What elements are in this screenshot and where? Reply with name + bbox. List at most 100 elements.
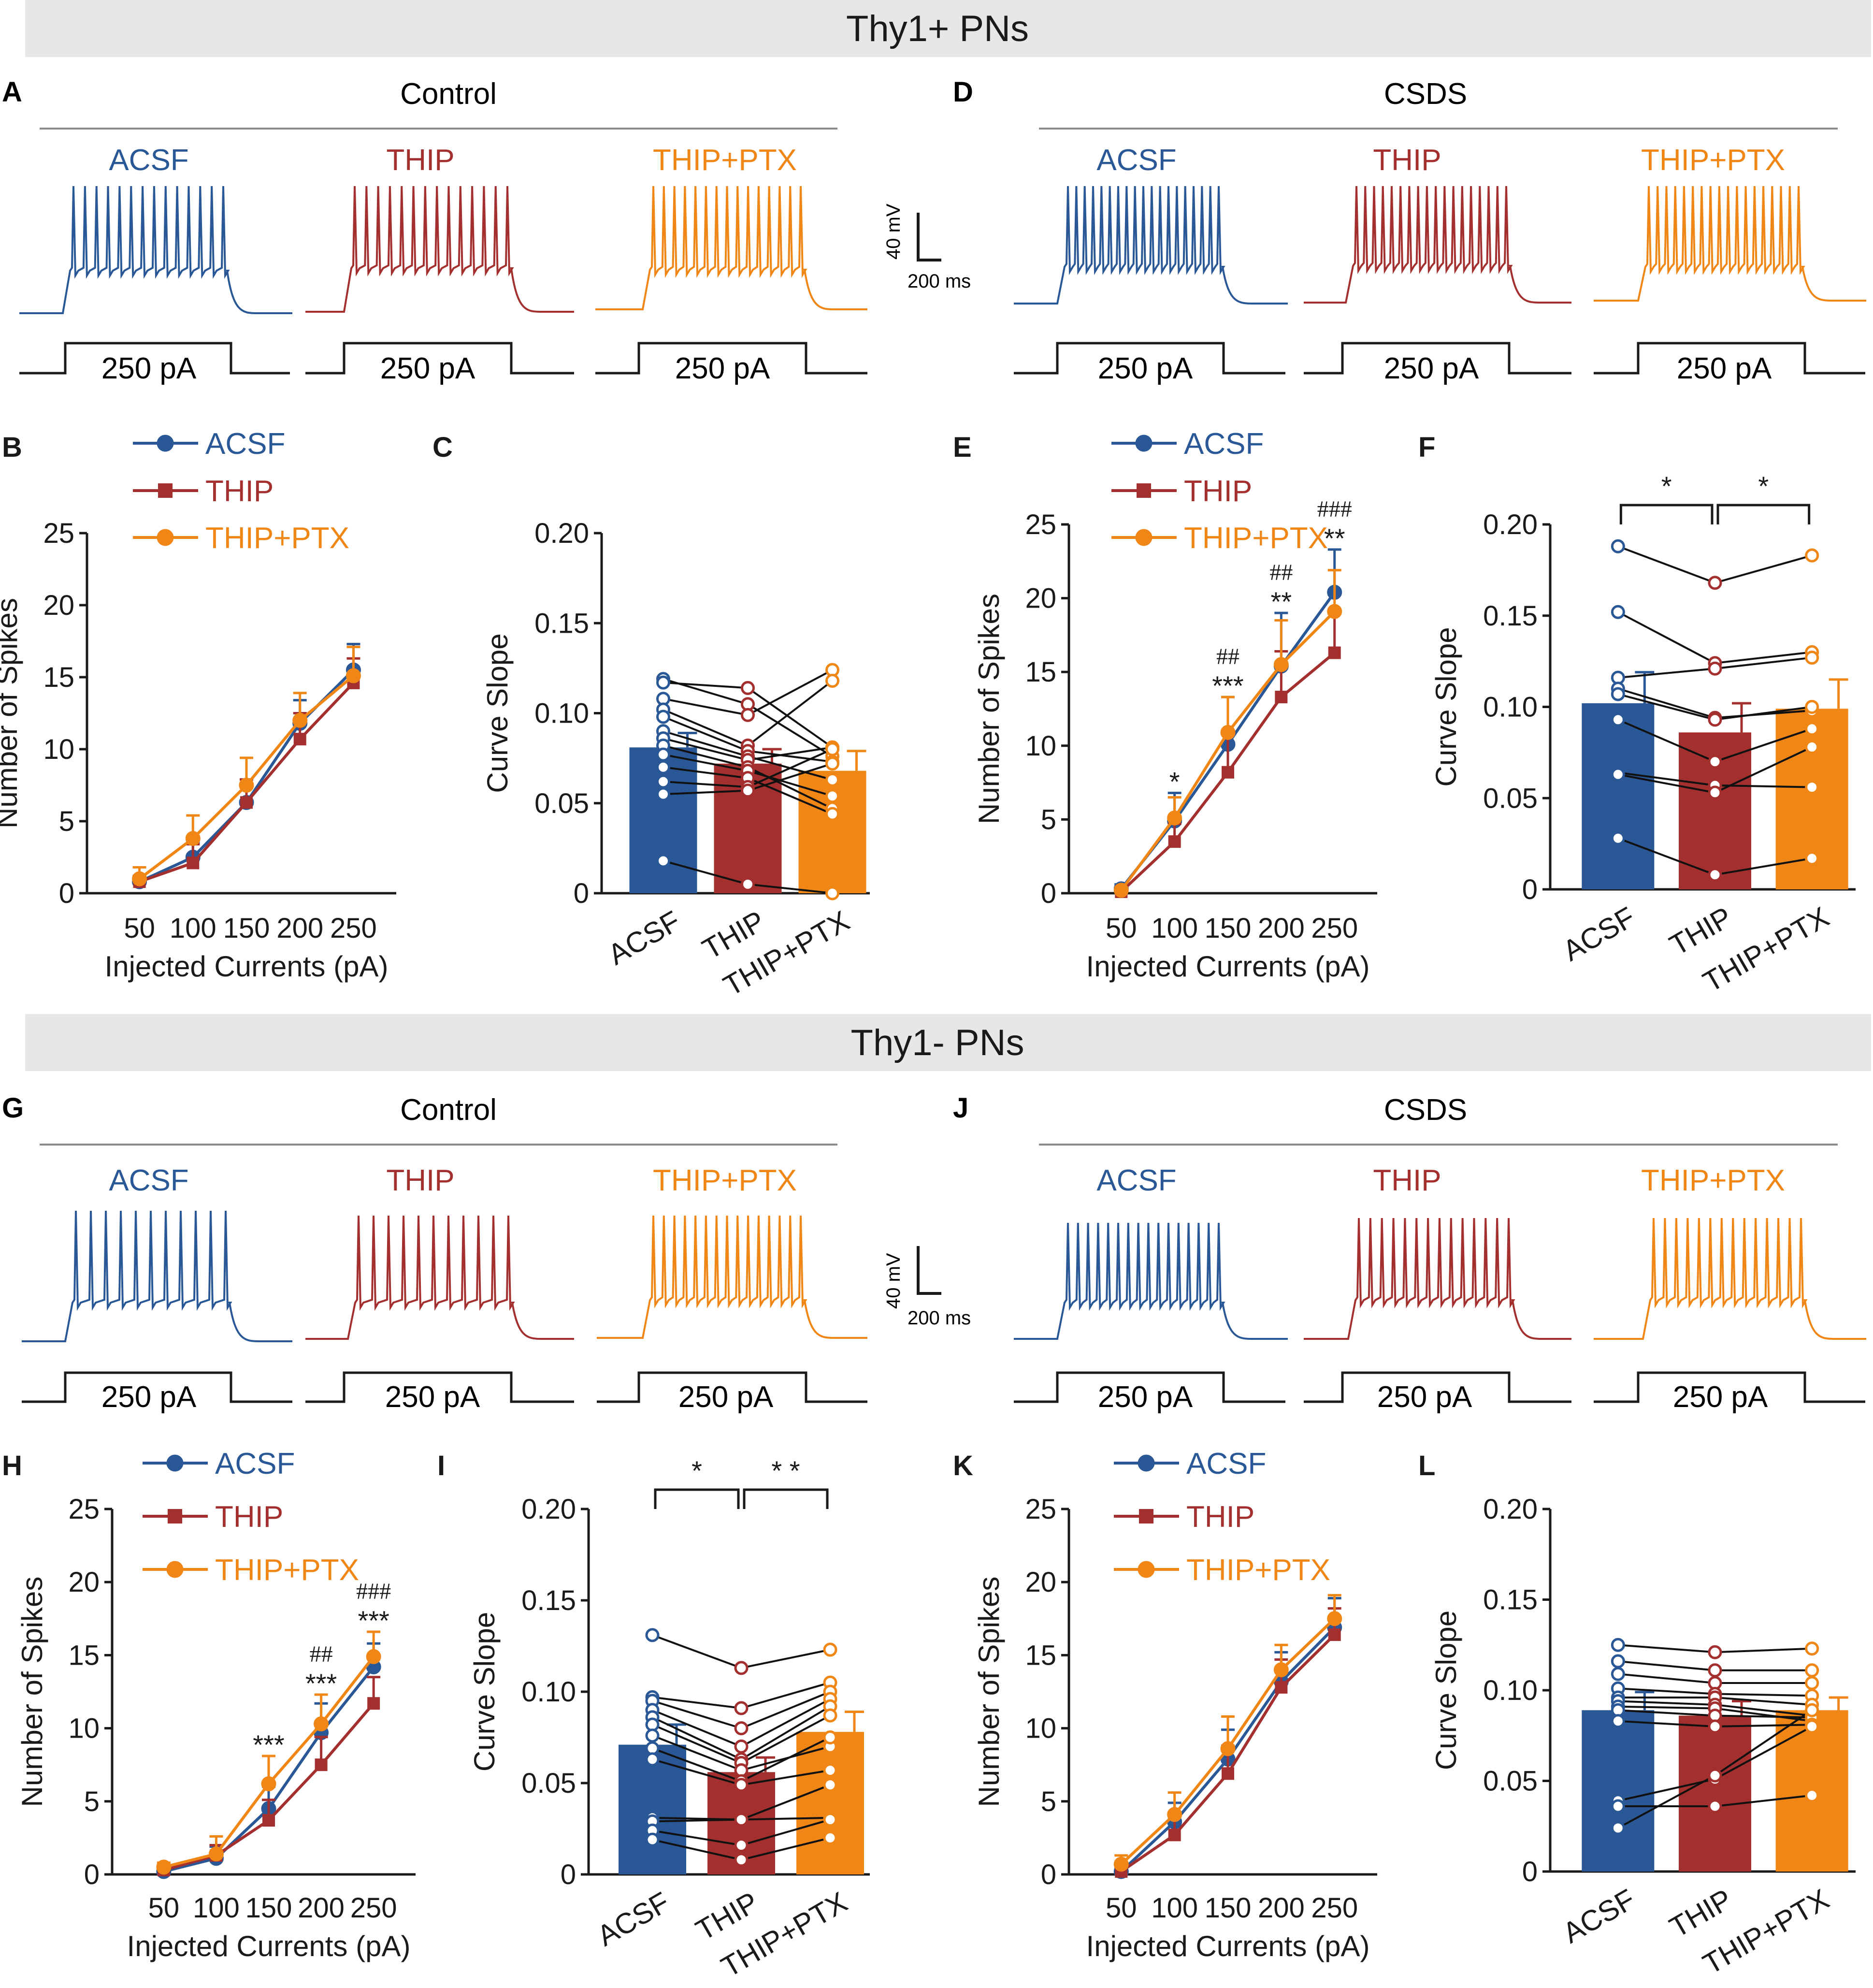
current-step-acsf [1014, 1371, 1285, 1403]
significance-stars: *** [358, 1605, 389, 1636]
step-label: 250 pA [1673, 1380, 1768, 1414]
y-tick-label: 15 [1025, 1640, 1056, 1671]
scale-bar-lines [917, 213, 941, 261]
data-point [656, 760, 670, 774]
data-point [656, 774, 670, 789]
data-point [1805, 722, 1819, 736]
x-tick-label: 50 [1106, 1892, 1137, 1924]
x-tick-label: 50 [1106, 913, 1137, 944]
data-point [823, 1708, 837, 1723]
voltage-trace-acsf [22, 1210, 292, 1342]
hash-annotation: ## [1216, 644, 1239, 669]
trace-label-thip: THIP [386, 1164, 454, 1197]
step-label: 250 pA [1098, 1380, 1193, 1414]
data-point [734, 1701, 749, 1715]
legend-marker [166, 1561, 184, 1578]
y-axis-label: Number of Spikes [16, 1577, 48, 1807]
y-tick-label: 15 [43, 662, 74, 693]
panel-letter: K [953, 1450, 973, 1481]
trace-label-thip: THIP [1373, 1164, 1441, 1197]
y-axis-label: Number of Spikes [973, 594, 1005, 824]
data-point [825, 789, 839, 803]
y-tick-label: 25 [1025, 509, 1056, 540]
y-tick-label: 25 [1025, 1494, 1056, 1525]
trace-label-acsf: ACSF [1096, 1164, 1176, 1197]
y-axis-label: Curve Slope [1430, 627, 1462, 786]
legend-marker [157, 529, 174, 546]
data-point [1328, 646, 1341, 659]
y-tick-label: 0.20 [1483, 1494, 1538, 1525]
data-point [741, 681, 755, 695]
legend-marker [166, 1454, 184, 1472]
data-point [1611, 1714, 1625, 1728]
voltage-trace-thip-ptx [1594, 186, 1866, 302]
legend-label: THIP+PTX [215, 1553, 359, 1587]
data-point [1113, 1857, 1129, 1872]
trace-label-acsf: ACSF [109, 144, 188, 177]
y-tick-label: 0.20 [534, 518, 589, 549]
y-tick-label: 15 [1025, 656, 1056, 688]
legend-marker [1139, 1509, 1153, 1524]
data-point [1611, 539, 1625, 553]
legend-label: THIP+PTX [1184, 522, 1328, 555]
legend-marker [168, 1509, 182, 1524]
panel-title-g: Control [400, 1093, 497, 1127]
data-point [208, 1846, 224, 1862]
scale-bar-voltage: 40 mV [883, 1253, 904, 1309]
y-tick-label: 10 [43, 734, 74, 765]
data-point [734, 1838, 749, 1853]
voltage-trace-thip [1304, 186, 1571, 304]
current-step-acsf [19, 342, 290, 375]
data-point [1805, 700, 1819, 714]
data-point [1611, 1799, 1625, 1814]
data-point [1611, 1821, 1625, 1835]
data-point [1805, 1788, 1819, 1802]
data-point [346, 668, 361, 683]
data-point [734, 1813, 749, 1827]
significance-stars: *** [1212, 670, 1243, 701]
x-tick-label: 100 [170, 913, 216, 944]
current-step-thip-ptx [1594, 342, 1865, 375]
trace-label-thip: THIP [386, 144, 454, 177]
legend-marker [158, 483, 173, 498]
data-point [262, 1814, 275, 1827]
data-point [825, 886, 839, 900]
significance-stars: * [1661, 471, 1672, 501]
scale-bar-top: 40 mV 200 ms [883, 203, 971, 292]
significance-stars: * [1758, 471, 1769, 501]
legend-marker [1137, 483, 1151, 498]
panel-letter: B [2, 432, 22, 463]
data-point [239, 778, 254, 793]
line-chart-k: K 0 5 10 15 20 25 50 100 150 200 250 Injected Curren… [953, 1447, 1377, 1962]
y-tick-label: 0.20 [521, 1494, 576, 1525]
y-tick-label: 0 [59, 878, 74, 909]
y-tick-label: 0.10 [1483, 1675, 1538, 1706]
data-point [1222, 766, 1234, 779]
data-point [1220, 1741, 1236, 1756]
y-tick-label: 25 [68, 1494, 100, 1525]
data-point [1805, 548, 1819, 563]
data-point [185, 831, 201, 846]
data-point [132, 871, 147, 886]
panel-letter: H [2, 1450, 22, 1481]
data-point [1708, 755, 1722, 769]
data-point [1220, 725, 1236, 740]
y-tick-label: 10 [1025, 1713, 1056, 1744]
significance-bracket [1619, 504, 1714, 524]
data-point [292, 712, 308, 728]
significance-stars: * [1169, 766, 1180, 797]
y-tick-label: 10 [68, 1713, 100, 1744]
legend-marker [1135, 435, 1153, 452]
y-tick-label: 0 [561, 1859, 576, 1890]
x-tick-label: 250 [350, 1892, 397, 1924]
data-point [1275, 691, 1288, 704]
x-tick-label: 200 [1258, 913, 1305, 944]
section-banner-thy1-pos [25, 0, 1871, 57]
y-tick-label: 5 [59, 806, 74, 837]
data-point [645, 1728, 660, 1743]
data-point [1708, 576, 1722, 590]
x-tick-label: 50 [148, 1892, 180, 1924]
data-point [823, 1763, 837, 1778]
current-step-acsf [22, 1371, 292, 1403]
